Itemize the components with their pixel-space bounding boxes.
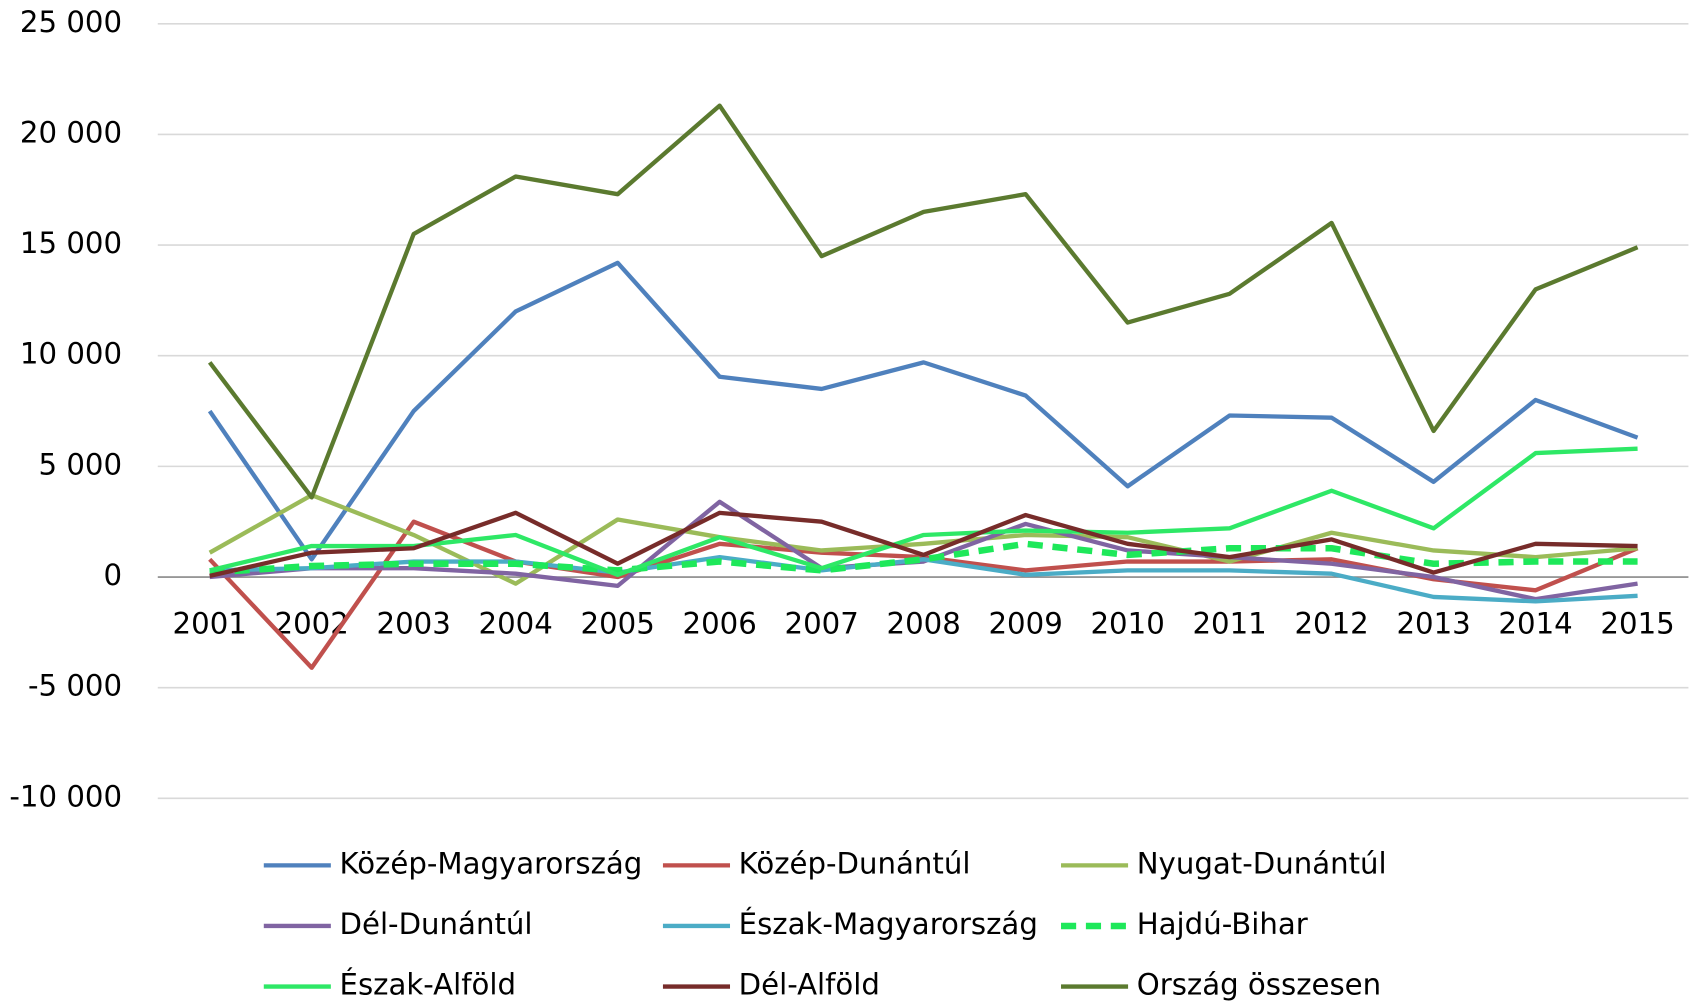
series-line: [207, 103, 1639, 500]
x-tick-label: 2009: [988, 607, 1062, 641]
series-line: [209, 446, 1638, 577]
y-tick-label: 20 000: [20, 115, 122, 149]
x-tick-label: 2015: [1600, 607, 1674, 641]
y-tick-label: -5 000: [28, 669, 122, 703]
legend-label: Nyugat-Dunántúl: [1137, 846, 1387, 880]
x-tick-label: 2012: [1294, 607, 1368, 641]
y-tick-label: 15 000: [20, 226, 122, 260]
y-tick-label: 5 000: [39, 447, 123, 481]
x-tick-label: 2001: [173, 607, 247, 641]
y-tick-label: 0: [104, 558, 123, 592]
series-line: [209, 510, 1638, 579]
series-line: [209, 540, 1638, 576]
x-tick-label: 2014: [1498, 607, 1572, 641]
series-line: [208, 492, 1638, 586]
legend-label: Észak-Magyarország: [739, 907, 1038, 941]
x-tick-label: 2007: [785, 607, 859, 641]
series-line: [209, 499, 1638, 602]
x-tick-label: 2010: [1090, 607, 1164, 641]
legend-label: Közép-Dunántúl: [739, 846, 971, 880]
x-tick-label: 2003: [377, 607, 451, 641]
y-tick-label: -10 000: [9, 779, 122, 813]
x-tick-label: 2008: [886, 607, 960, 641]
legend-label: Hajdú-Bihar: [1137, 907, 1308, 941]
legend-label: Észak-Alföld: [340, 968, 517, 1002]
y-tick-label: 25 000: [20, 5, 122, 39]
legend-label: Közép-Magyarország: [340, 846, 643, 880]
x-tick-label: 2013: [1396, 607, 1470, 641]
series-line: [207, 260, 1639, 562]
x-tick-label: 2002: [275, 607, 349, 641]
y-tick-label: 10 000: [20, 337, 122, 371]
legend-label: Dél-Alföld: [739, 968, 880, 1002]
x-tick-label: 2006: [683, 607, 757, 641]
x-tick-label: 2005: [581, 607, 655, 641]
legend-label: Ország összesen: [1137, 968, 1381, 1002]
legend-label: Dél-Dunántúl: [340, 907, 533, 941]
x-tick-label: 2004: [479, 607, 553, 641]
x-tick-label: 2011: [1192, 607, 1266, 641]
